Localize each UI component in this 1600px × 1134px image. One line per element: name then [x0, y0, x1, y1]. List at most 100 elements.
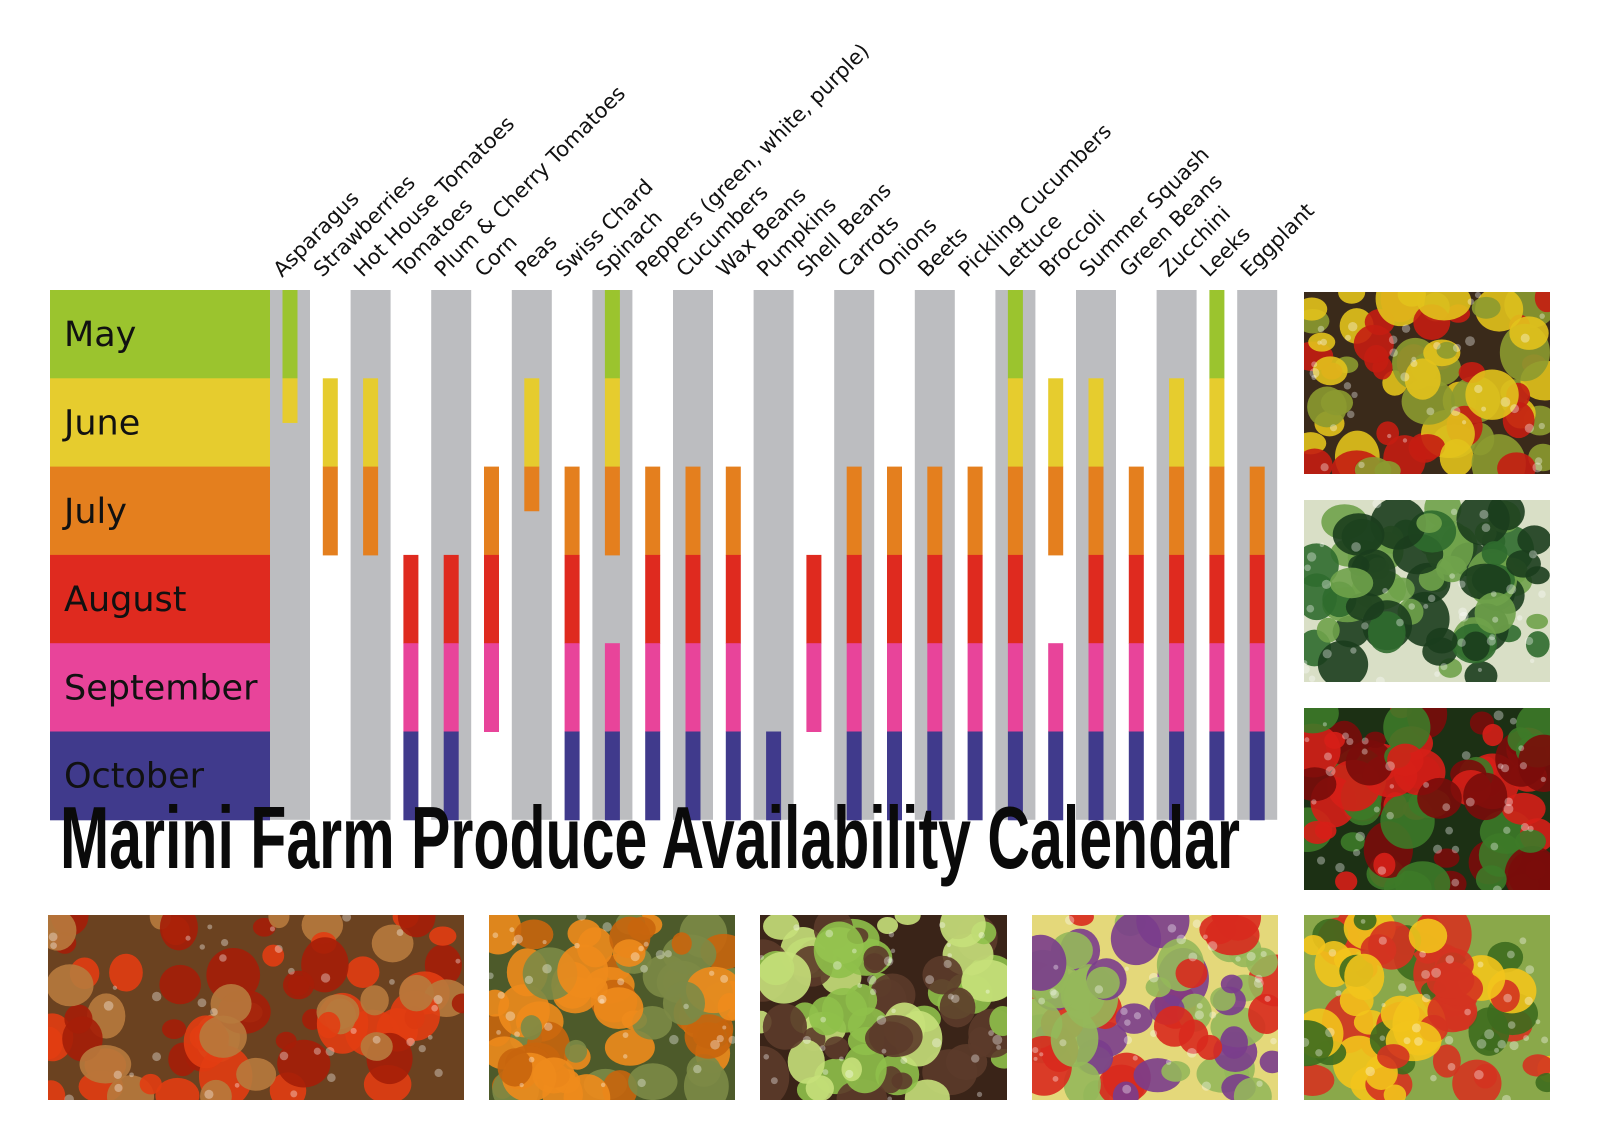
availability-segment-july [725, 466, 741, 556]
availability-segment-august [887, 554, 902, 644]
availability-segment-october [766, 731, 782, 821]
availability-segment-june [363, 378, 379, 468]
crop-column-onions [887, 466, 902, 821]
availability-segment-july [1169, 466, 1185, 556]
availability-segment-october [645, 731, 661, 821]
availability-segment-september [887, 643, 902, 732]
availability-segment-august [1007, 554, 1023, 644]
availability-segment-august [927, 554, 943, 644]
availability-segment-august [484, 554, 499, 644]
crop-column-asparagus [270, 290, 310, 820]
month-band-october [50, 731, 270, 821]
availability-segment-september [967, 643, 983, 732]
availability-segment-july [564, 466, 580, 556]
availability-segment-september [1249, 643, 1265, 732]
crop-column-beets [914, 290, 955, 821]
availability-segment-september [846, 643, 862, 732]
availability-segment-october [1048, 731, 1064, 821]
availability-segment-october [1128, 731, 1144, 821]
availability-segment-july [887, 466, 902, 556]
availability-segment-october [927, 731, 943, 821]
availability-segment-august [846, 554, 862, 644]
cucumbers-photo [1304, 500, 1550, 682]
availability-segment-october [685, 731, 701, 821]
availability-segment-september [604, 643, 620, 732]
month-band-june [50, 378, 270, 468]
crop-column-broccoli [1048, 378, 1064, 556]
availability-segment-october [887, 731, 902, 821]
availability-segment-october [403, 731, 419, 821]
crop-column-corn [484, 466, 499, 732]
strawberries-photo [1304, 708, 1550, 890]
chart-title: Marini Farm Produce Availability Calenda… [60, 788, 1240, 887]
availability-segment-july [1209, 466, 1225, 556]
availability-segment-september [1209, 643, 1225, 732]
availability-segment-july [524, 466, 540, 512]
grey-background-bar [511, 290, 552, 820]
peppers-photo [1304, 915, 1550, 1100]
cherry-tomato-baskets-photo [1304, 292, 1550, 474]
availability-segment-june [1209, 378, 1225, 468]
availability-segment-september [484, 643, 499, 732]
availability-segment-august [564, 554, 580, 644]
crop-column-cucumbers [673, 290, 713, 821]
availability-segment-july [645, 466, 661, 556]
availability-segment-june [1048, 378, 1064, 468]
availability-segment-july [322, 466, 338, 556]
crop-column-wax-beans [725, 466, 741, 821]
availability-segment-august [725, 554, 741, 644]
pumpkins-photo [489, 915, 735, 1100]
availability-segment-september [1088, 643, 1104, 732]
month-band-august [50, 554, 270, 644]
availability-segment-july [1249, 466, 1265, 556]
availability-segment-september [1169, 643, 1185, 732]
availability-segment-july [484, 466, 499, 556]
crop-column-spinach-fall [604, 643, 620, 821]
month-label-july: July [62, 492, 127, 532]
month-band-september [50, 643, 270, 732]
crop-label-peas: Peas [510, 230, 561, 281]
availability-segment-june [1088, 378, 1104, 468]
crop-column-green-beans [1128, 466, 1144, 821]
crop-column-eggplant [1237, 290, 1278, 821]
availability-segment-october [846, 731, 862, 821]
month-band-july [50, 466, 270, 556]
availability-segment-august [1169, 554, 1185, 644]
availability-segment-august [645, 554, 661, 644]
availability-segment-september [403, 643, 419, 732]
availability-segment-october [1209, 731, 1225, 821]
availability-segment-july [846, 466, 862, 556]
availability-segment-october [564, 731, 580, 821]
crop-column-carrots [834, 290, 875, 821]
month-band-may [50, 290, 270, 379]
availability-segment-july [927, 466, 943, 556]
availability-segment-september [1048, 643, 1064, 732]
availability-segment-october [1169, 731, 1185, 821]
availability-segment-august [806, 554, 822, 644]
crop-column-broccoli-fall [1048, 643, 1064, 821]
crop-column-shell-beans [806, 554, 822, 732]
availability-segment-september [443, 643, 459, 732]
availability-segment-july [1048, 466, 1064, 556]
availability-segment-july [967, 466, 983, 556]
crop-column-hot-house-tomatoes [350, 290, 391, 820]
availability-segment-june [322, 378, 338, 468]
availability-segment-may [1209, 290, 1225, 379]
availability-segment-october [1007, 731, 1023, 821]
crop-column-pumpkins [753, 290, 794, 821]
availability-segment-july [363, 466, 379, 556]
availability-segment-august [1088, 554, 1104, 644]
availability-segment-september [1007, 643, 1023, 732]
availability-segment-october [967, 731, 983, 821]
availability-segment-october [1249, 731, 1265, 821]
availability-segment-september [645, 643, 661, 732]
availability-segment-august [443, 554, 459, 644]
availability-segment-july [1088, 466, 1104, 556]
tomato-pile-photo [48, 915, 464, 1100]
crop-column-tomatoes [403, 554, 419, 821]
lettuce-photo [760, 915, 1007, 1100]
crop-column-leeks [1209, 290, 1225, 821]
month-labels: May June July August September October [50, 290, 270, 821]
